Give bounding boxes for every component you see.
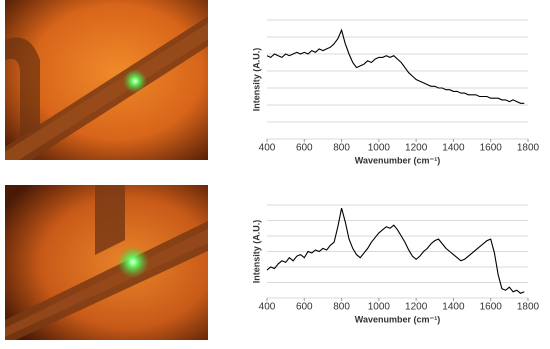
micrograph-top xyxy=(5,0,208,160)
x-tick-label: 1400 xyxy=(442,302,465,313)
x-axis-label: Wavenumber (cm⁻¹) xyxy=(355,314,440,324)
x-tick-label: 1200 xyxy=(405,302,428,313)
spectrum-line xyxy=(266,207,525,294)
x-tick-label: 1600 xyxy=(480,143,503,154)
x-tick-label: 600 xyxy=(296,143,313,154)
x-tick-label: 400 xyxy=(259,143,276,154)
y-axis-label: Intensity (A.U.) xyxy=(251,220,261,284)
x-tick-label: 1800 xyxy=(517,143,540,154)
x-tick-label: 1200 xyxy=(405,143,428,154)
x-tick-label: 1000 xyxy=(368,143,391,154)
spectrum-line xyxy=(266,28,525,104)
x-tick-label: 1400 xyxy=(442,143,465,154)
x-tick-label: 1800 xyxy=(517,302,540,313)
x-tick-label: 1600 xyxy=(480,302,503,313)
x-tick-label: 800 xyxy=(333,143,350,154)
x-tick-label: 1000 xyxy=(368,302,391,313)
x-tick-label: 400 xyxy=(259,302,276,313)
y-axis-label: Intensity (A.U.) xyxy=(251,48,261,112)
x-tick-label: 800 xyxy=(333,302,350,313)
micrograph-bottom xyxy=(5,185,208,340)
x-axis-label: Wavenumber (cm⁻¹) xyxy=(355,155,440,165)
x-tick-label: 600 xyxy=(296,302,313,313)
